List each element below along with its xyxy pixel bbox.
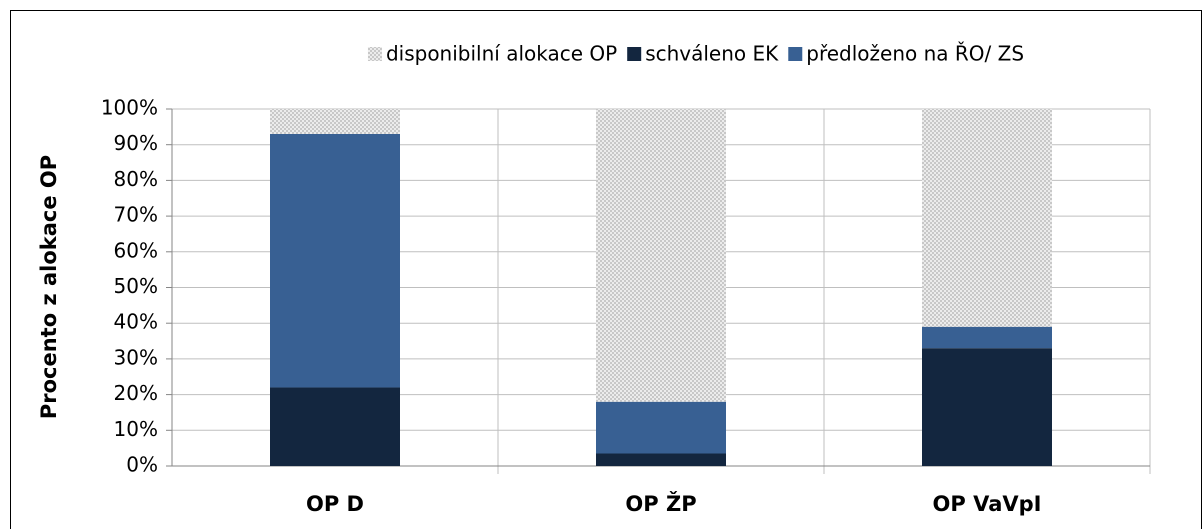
x-tick-label: OP D bbox=[306, 492, 364, 516]
y-tick-label: 30% bbox=[114, 345, 158, 369]
legend-swatch bbox=[627, 47, 642, 61]
legend-swatch bbox=[367, 47, 382, 61]
legend-label: disponibilní alokace OP bbox=[386, 42, 617, 66]
y-tick-label: 100% bbox=[101, 96, 158, 120]
y-tick-label: 90% bbox=[114, 131, 158, 155]
y-tick-label: 50% bbox=[114, 274, 158, 298]
y-tick-label: 40% bbox=[114, 310, 158, 334]
y-axis-label: Procento z alokace OP bbox=[37, 155, 61, 419]
bar-segment bbox=[922, 348, 1052, 466]
bar-segment bbox=[596, 453, 726, 466]
legend-label: schváleno EK bbox=[645, 42, 779, 66]
y-tick-label: 20% bbox=[114, 381, 158, 405]
bar-segment bbox=[270, 387, 400, 466]
bar-segment bbox=[270, 133, 400, 388]
y-tick-label: 10% bbox=[114, 417, 158, 441]
bar-segment bbox=[596, 109, 726, 402]
bar-segment bbox=[270, 109, 400, 134]
legend-swatch bbox=[788, 47, 803, 61]
y-tick-label: 0% bbox=[126, 453, 158, 477]
bar-segment bbox=[922, 109, 1052, 327]
legend-label: předloženo na ŘO/ ZS bbox=[806, 42, 1024, 66]
y-tick-label: 70% bbox=[114, 203, 158, 227]
y-tick-label: 80% bbox=[114, 167, 158, 191]
bar-segment bbox=[596, 401, 726, 454]
bar-segment bbox=[922, 326, 1052, 349]
y-tick-label: 60% bbox=[114, 238, 158, 262]
x-tick-label: OP ŽP bbox=[625, 491, 696, 516]
x-tick-label: OP VaVpI bbox=[933, 492, 1042, 516]
